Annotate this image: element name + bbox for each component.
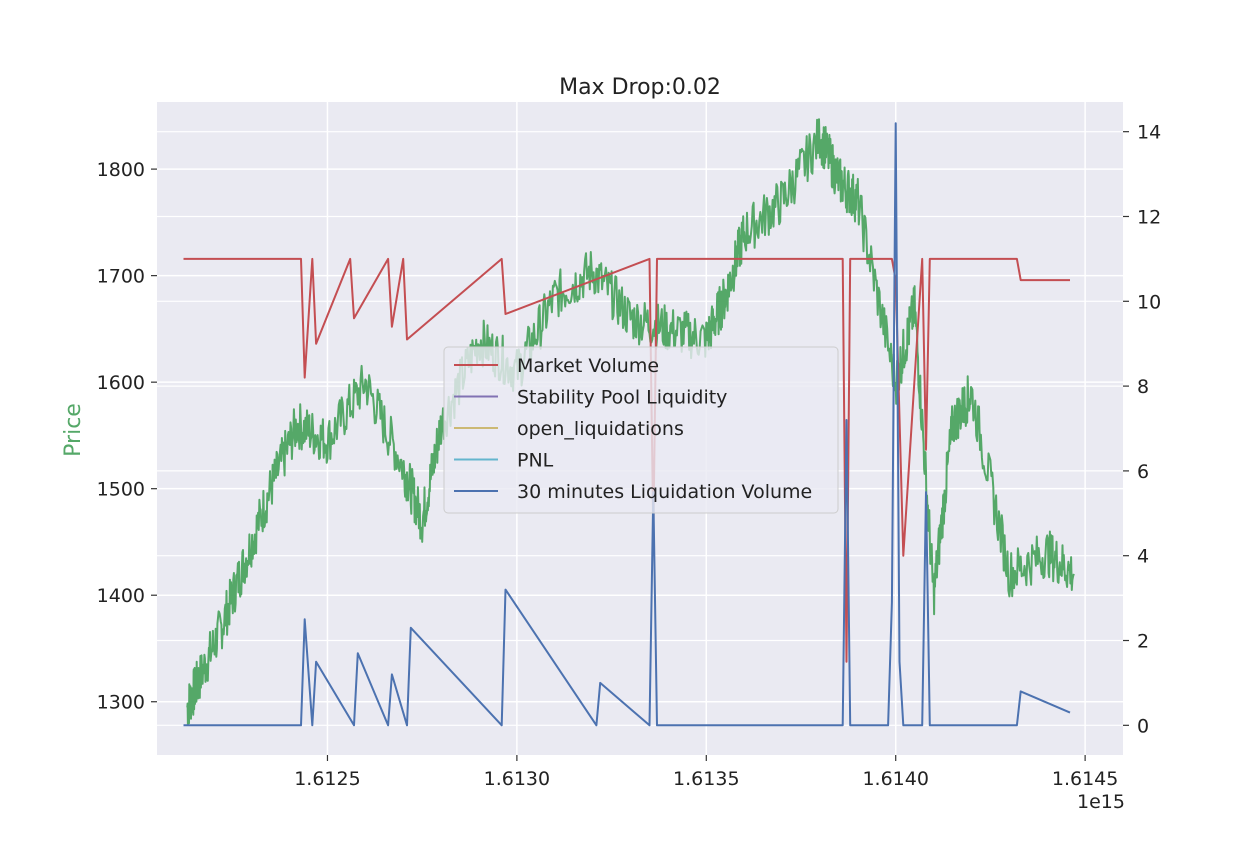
y2-tick-label: 0 xyxy=(1137,715,1149,737)
legend-box xyxy=(443,346,839,514)
y-tick-label: 1800 xyxy=(97,159,145,181)
y2-tick-label: 8 xyxy=(1137,376,1149,398)
axes-layer: 1.6125 1.6130 1.6135 1.6140 1.6145 1300 1400 15… xyxy=(97,122,1162,790)
legend-label: open_liquidations xyxy=(517,418,684,440)
y-tick-label: 1700 xyxy=(97,266,145,288)
legend-label: Stability Pool Liquidity xyxy=(517,387,727,409)
legend: Market Volume Stability Pool Liquidity ope… xyxy=(443,346,839,514)
y-tick-label: 1500 xyxy=(97,479,145,501)
series-line-price xyxy=(186,118,1075,726)
y-tick-label: 1400 xyxy=(97,585,145,607)
y2-tick-label: 10 xyxy=(1137,291,1161,313)
y2-tick-label: 12 xyxy=(1137,206,1161,228)
x-tick-label: 1.6145 xyxy=(1052,768,1118,790)
y-axis-label: Price xyxy=(61,403,86,457)
y2-tick-label: 4 xyxy=(1137,546,1149,568)
y2-tick-label: 6 xyxy=(1137,461,1149,483)
y-tick-label: 1600 xyxy=(97,372,145,394)
x-tick-label: 1.6135 xyxy=(673,768,739,790)
y2-tick-label: 2 xyxy=(1137,631,1149,653)
x-tick-label: 1.6140 xyxy=(862,768,928,790)
chart-title: Max Drop:0.02 xyxy=(559,75,721,100)
legend-label: PNL xyxy=(517,450,554,472)
x-tick-label: 1.6130 xyxy=(484,768,550,790)
legend-label: Market Volume xyxy=(517,355,659,377)
series-line-30-minutes-liquidation-volume xyxy=(183,122,1071,727)
x-offset-text: 1e15 xyxy=(1077,791,1125,813)
legend-label: 30 minutes Liquidation Volume xyxy=(517,481,812,503)
y2-tick-label: 14 xyxy=(1137,122,1161,144)
y-tick-label: 1300 xyxy=(97,692,145,714)
x-tick-label: 1.6125 xyxy=(294,768,360,790)
